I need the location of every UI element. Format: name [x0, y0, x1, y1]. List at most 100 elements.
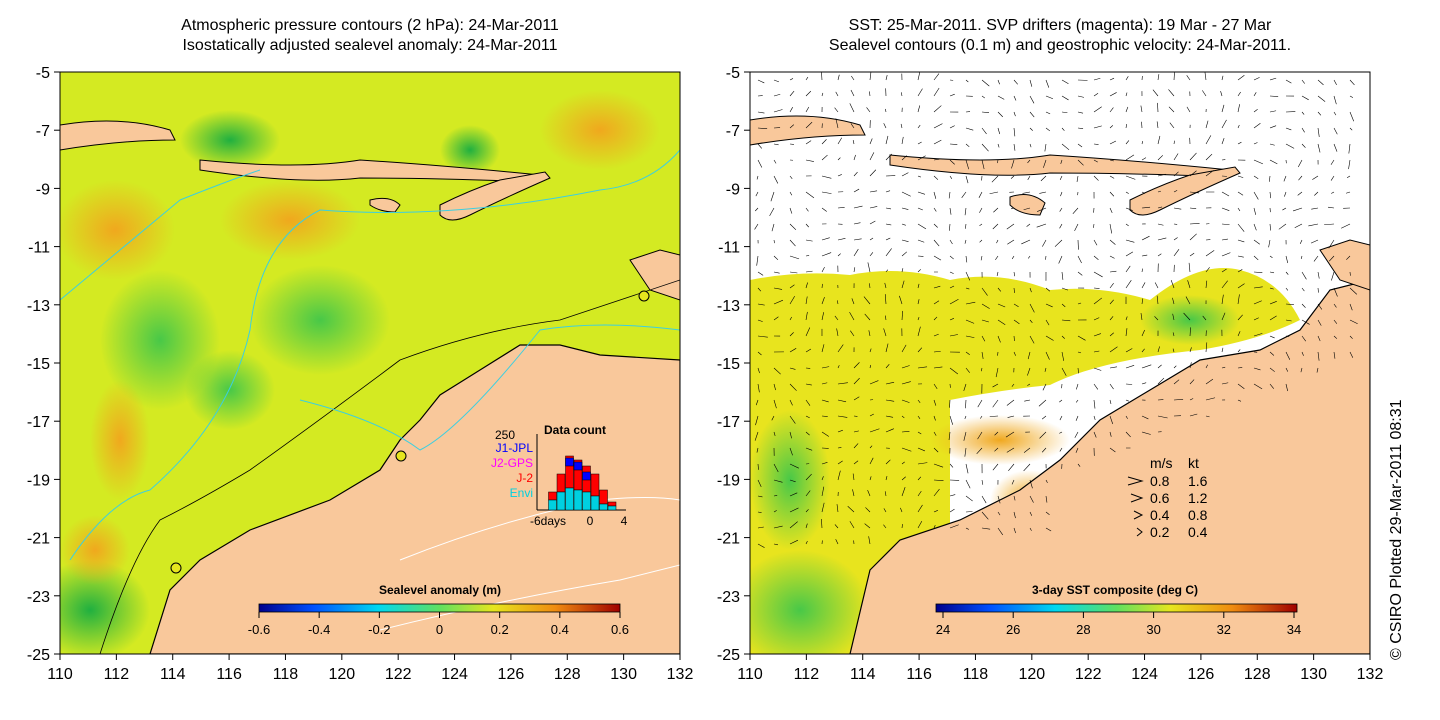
velocity-vector	[1152, 89, 1159, 97]
velocity-vector	[885, 223, 892, 226]
velocity-vector	[1109, 159, 1114, 162]
velocity-vector	[869, 283, 871, 289]
velocity-vector	[1045, 479, 1048, 484]
velocity-vector	[821, 486, 825, 497]
velocity-vector	[1157, 223, 1164, 226]
velocity-vector	[853, 238, 862, 241]
velocity-vector	[757, 159, 763, 168]
geostrophic-velocity-vectors	[754, 72, 1358, 548]
velocity-vector	[917, 239, 925, 243]
velocity-vector	[1205, 397, 1216, 401]
velocity-vector	[1333, 111, 1337, 116]
velocity-vector	[789, 521, 798, 529]
velocity-vector	[1317, 143, 1321, 153]
velocity-vector	[821, 191, 832, 194]
velocity-vector	[773, 109, 783, 113]
velocity-vector	[1093, 175, 1099, 181]
y-tick-label: -11	[718, 240, 740, 257]
velocity-vector	[1253, 239, 1260, 245]
velocity-vector	[1059, 223, 1063, 229]
velocity-vector	[949, 239, 953, 245]
velocity-vector	[933, 300, 940, 305]
data-count-bar-envi	[607, 505, 617, 511]
velocity-vector	[1077, 95, 1085, 98]
colorbar-tick-label: 0	[436, 622, 443, 637]
velocity-vector	[1029, 511, 1033, 516]
velocity-vector	[917, 72, 921, 81]
velocity-vector	[1045, 511, 1050, 516]
velocity-vector	[1221, 75, 1224, 81]
x-tick-label: 128	[1244, 666, 1271, 683]
velocity-vector	[901, 487, 906, 497]
x-tick-label: 112	[794, 666, 820, 683]
velocity-vector	[981, 127, 987, 135]
velocity-vector	[933, 105, 942, 113]
velocity-vector	[1269, 383, 1274, 389]
velocity-vector	[900, 123, 903, 129]
velocity-vector	[850, 123, 855, 129]
velocity-vector	[949, 159, 955, 165]
velocity-vector	[948, 431, 951, 441]
velocity-vector	[1221, 119, 1227, 129]
velocity-vector	[866, 107, 871, 113]
velocity-vector	[1125, 316, 1128, 321]
velocity-vector	[917, 447, 926, 452]
velocity-vector	[757, 303, 765, 306]
colorbar-tick-label: 24	[936, 622, 950, 637]
velocity-vector	[1039, 431, 1047, 439]
velocity-vector	[885, 207, 892, 210]
velocity-vector	[757, 463, 759, 470]
velocity-vector	[1141, 191, 1146, 194]
velocity-vector	[1205, 280, 1208, 289]
left-colorbar	[258, 603, 621, 613]
velocity-vector	[917, 399, 921, 404]
velocity-vector	[1328, 255, 1335, 262]
velocity-vector	[949, 125, 955, 129]
x-tick-label: 120	[328, 666, 355, 683]
velocity-vector	[1075, 447, 1079, 453]
velocity-vector	[933, 479, 944, 482]
velocity-vector	[837, 174, 842, 177]
data-count-legend-item: J2-GPS	[491, 456, 533, 470]
velocity-vector	[885, 269, 889, 273]
velocity-vector	[1300, 255, 1303, 259]
velocity-vector	[821, 399, 829, 403]
velocity-vector	[1186, 75, 1191, 81]
velocity-vector	[757, 335, 768, 338]
velocity-vector	[771, 223, 775, 232]
velocity-vector	[933, 123, 943, 129]
velocity-vector	[789, 207, 793, 214]
velocity-vector	[1187, 280, 1191, 289]
velocity-vector	[1333, 127, 1338, 135]
velocity-vector	[1253, 317, 1259, 321]
velocity-vector	[1349, 335, 1353, 339]
velocity-legend-ms-header: m/s	[1150, 455, 1173, 471]
velocity-vector	[917, 105, 921, 113]
velocity-vector	[933, 510, 939, 513]
velocity-vector	[979, 207, 983, 213]
velocity-vector	[1205, 342, 1208, 353]
velocity-vector	[1333, 79, 1337, 86]
velocity-vector	[805, 540, 808, 545]
velocity-vector	[1045, 495, 1048, 503]
velocity-vector	[965, 367, 970, 373]
velocity-vector	[757, 479, 762, 487]
velocity-vector	[1093, 367, 1102, 371]
velocity-vector	[1253, 142, 1258, 145]
velocity-vector	[1205, 250, 1215, 257]
velocity-vector	[869, 72, 872, 81]
velocity-vector	[1253, 77, 1260, 81]
velocity-vector	[757, 127, 768, 130]
velocity-vector	[821, 154, 828, 161]
velocity-vector	[1221, 294, 1224, 305]
velocity-legend-ms: 0.8	[1150, 473, 1170, 489]
velocity-vector	[901, 399, 910, 403]
velocity-vector	[1173, 207, 1182, 210]
right-title-line1: SST: 25-Mar-2011. SVP drifters (magenta)…	[848, 17, 1272, 34]
y-tick-label: -25	[27, 647, 50, 664]
velocity-vector	[1221, 104, 1225, 113]
velocity-vector	[853, 222, 861, 225]
velocity-vector	[757, 383, 760, 393]
velocity-vector	[917, 207, 923, 211]
velocity-vector	[1269, 351, 1275, 356]
